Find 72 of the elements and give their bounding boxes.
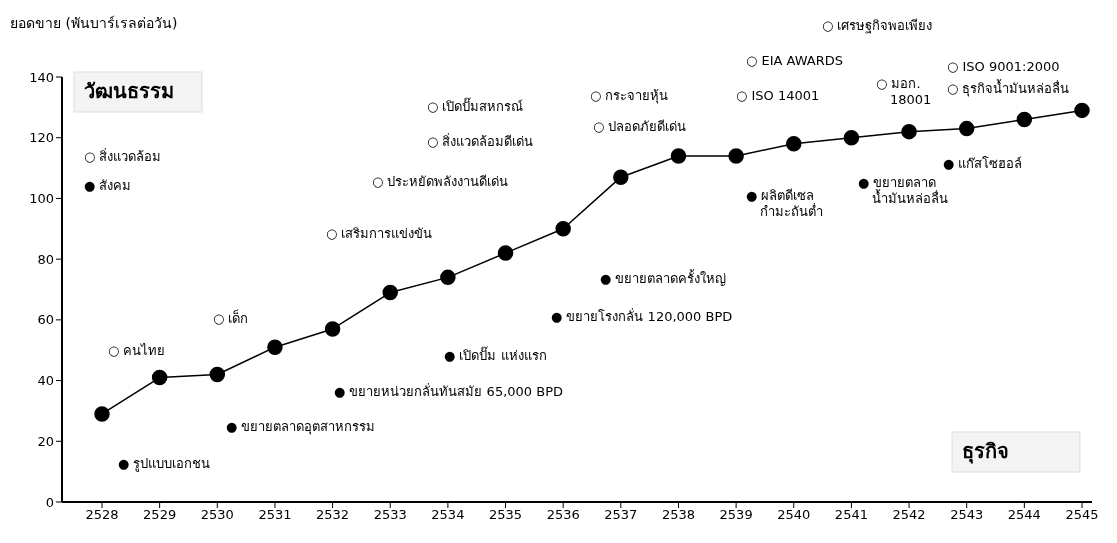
- y-axis-title: ยอดขาย (พันบาร์เรลต่อวัน): [10, 15, 178, 31]
- point: [267, 339, 283, 355]
- x-tick-label: 2536: [546, 507, 580, 523]
- y-tick-label: 0: [45, 494, 54, 510]
- annotation: ● เปิดปั๊ม แห่งแรก: [444, 346, 547, 363]
- annotation: วัฒนธรรม: [84, 79, 174, 103]
- point: [1016, 111, 1033, 128]
- annotation: ○ เด็ก: [213, 309, 249, 326]
- annotation: ○ เปิดปั๊มสหกรณ์: [427, 97, 524, 114]
- text: ○ ISO 9001:2000: [947, 59, 1060, 74]
- x-tick-label: 2535: [488, 507, 523, 523]
- point: [901, 123, 917, 140]
- annotation: ○ ธุรกิจน้ำมันหล่อลื่น: [947, 79, 1070, 97]
- x-tick-label: 2538: [661, 507, 696, 523]
- annotation: ○ ประหยัดพลังงานดีเด่น: [372, 174, 509, 189]
- annotation: ● ผลิตดีเซล กำมะถันต่ำ: [746, 188, 823, 219]
- annotation: ○ สิ่งแวดล้อมดีเด่น: [427, 133, 534, 149]
- annotation: ○ ISO 14001: [736, 88, 820, 103]
- point: [1074, 102, 1090, 119]
- y-tick-label: 80: [37, 251, 54, 267]
- point: [440, 269, 456, 286]
- y-tick-label: 40: [37, 373, 54, 389]
- y-tick-label: 120: [29, 130, 54, 146]
- y-tick-label: 100: [29, 191, 54, 207]
- annotation: ● ขยายตลาดอุตสาหกรรม: [226, 419, 376, 435]
- annotation: ● ขยายตลาดครั้งใหญ่: [600, 269, 727, 286]
- x-tick-label: 2532: [316, 507, 350, 523]
- x-tick-label: 2537: [604, 507, 638, 523]
- point: [209, 366, 226, 383]
- x-tick-label: 2530: [200, 507, 234, 523]
- point: [324, 321, 341, 337]
- x-tick-label: 2528: [85, 507, 119, 523]
- text: ○ EIA AWARDS: [746, 53, 844, 68]
- point: [843, 129, 860, 146]
- x-tick-label: 2531: [258, 507, 292, 523]
- x-tick-label: 2543: [950, 507, 984, 523]
- annotation: ○ คนไทย: [108, 343, 166, 358]
- x-tick-label: 2542: [892, 507, 926, 523]
- y-tick-label: 60: [37, 312, 54, 328]
- y-tick-label: 140: [29, 69, 54, 85]
- point: [94, 406, 110, 422]
- x-tick-label: 2541: [834, 507, 868, 523]
- y-tick-label: 20: [37, 433, 54, 449]
- point: [670, 148, 687, 164]
- x-tick-label: 2529: [143, 507, 177, 523]
- annotation: ○ กระจายหุ้น: [590, 88, 669, 104]
- x-tick-label: 2540: [777, 507, 811, 523]
- point: [728, 148, 744, 164]
- annotation: ธุรกิจ: [962, 439, 1009, 464]
- x-tick-label: 2533: [373, 507, 407, 523]
- annotation: ○ เสริมการแข่งขัน: [326, 226, 433, 241]
- text: ○ เศรษฐกิจพอเพียง: [822, 18, 933, 34]
- annotation: ● ขยายหน่วยกลั่นทันสมัย 65,000 BPD: [334, 383, 563, 399]
- point: [786, 136, 802, 152]
- point: [382, 284, 398, 301]
- point: [497, 245, 514, 261]
- annotation: ● แก๊สโซฮอล์: [943, 156, 1023, 171]
- point: [958, 120, 975, 137]
- point: [613, 169, 629, 185]
- x-tick-label: 2534: [431, 507, 465, 523]
- point: [555, 221, 571, 237]
- x-tick-label: 2545: [1065, 507, 1099, 523]
- x-tick-label: 2544: [1007, 507, 1041, 523]
- annotation: ○ ปลอดภัยดีเด่น: [593, 119, 687, 134]
- annotation: ● ขยายโรงกลั่น 120,000 BPD: [551, 308, 733, 324]
- annotation: ● รูปแบบเอกชน: [118, 456, 211, 472]
- annotation: ● สังคม: [84, 178, 132, 193]
- annotation: ○ สิ่งแวดล้อม: [84, 148, 162, 164]
- annotation: ● ขยายตลาด น้ำมันหล่อลื่น: [858, 175, 948, 206]
- point: [151, 369, 168, 386]
- x-tick-label: 2539: [719, 507, 753, 523]
- annotation: ○ มอก. 18001: [876, 76, 932, 107]
